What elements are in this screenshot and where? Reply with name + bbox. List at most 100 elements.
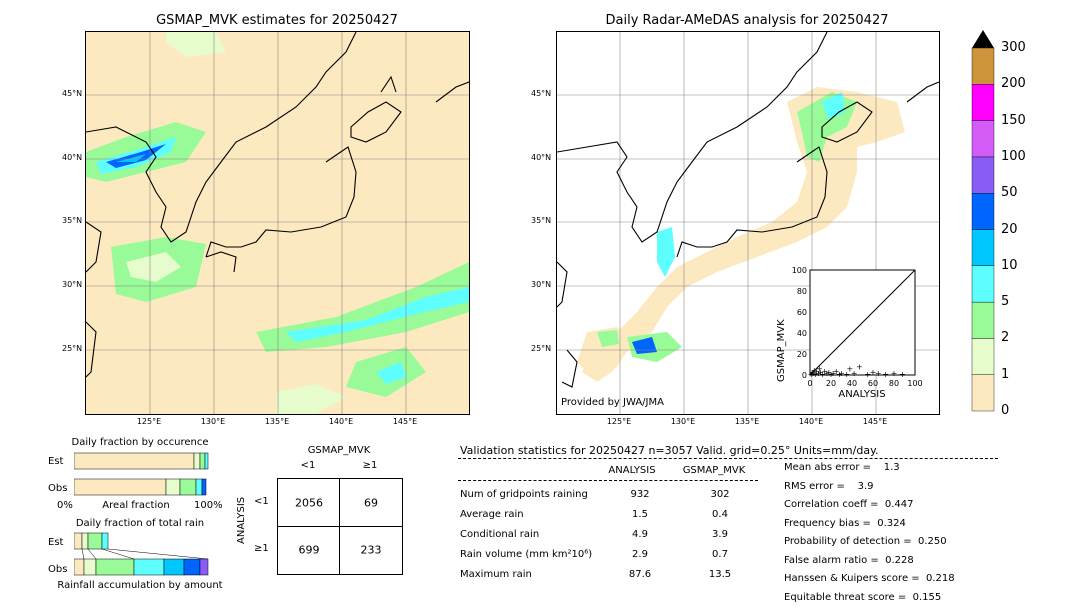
- validation-row-analysis: 1.5: [632, 509, 648, 520]
- validation-row-gsmap: 13.5: [708, 569, 732, 580]
- scatter-ytick: 20: [797, 350, 807, 359]
- scatter-point: +: [836, 370, 843, 379]
- occurrence-bars: [74, 452, 209, 496]
- scatter-point: +: [830, 369, 837, 378]
- contingency-row-ge1: ≥1: [254, 543, 269, 554]
- left-lat-45: 45°N: [62, 89, 83, 98]
- scatter-point: +: [811, 366, 818, 375]
- total-rain-bars: [74, 532, 209, 576]
- total-rain-title: Daily fraction of total rain: [75, 518, 205, 529]
- scatter-point: +: [843, 370, 850, 379]
- left-lat-30: 30°N: [62, 280, 83, 289]
- validation-row-analysis: 87.6: [628, 569, 652, 580]
- occurrence-est-label: Est: [48, 456, 64, 467]
- colorbar-extend-arrow: [972, 30, 994, 48]
- contingency-c12: 69: [364, 496, 378, 510]
- validation-row-analysis: 4.9: [632, 529, 648, 540]
- right-map-title: Daily Radar-AMeDAS analysis for 20250427: [605, 13, 889, 28]
- scatter-ytick: 60: [797, 308, 807, 317]
- contingency-col-lt1: <1: [300, 460, 316, 471]
- validation-score: Correlation coeff = 0.447: [784, 499, 914, 510]
- scatter-point: +: [812, 370, 819, 379]
- left-lon-145: 145°E: [392, 417, 418, 426]
- scatter-point: +: [821, 367, 828, 376]
- left-lon-135: 135°E: [264, 417, 290, 426]
- right-lat-45: 45°N: [531, 89, 552, 98]
- occurrence-axis-left: 0%: [57, 500, 73, 511]
- contingency-title: GSMAP_MVK: [307, 445, 371, 456]
- colorbar: [971, 30, 995, 412]
- validation-col-analysis: ANALYSIS: [608, 465, 656, 476]
- scatter-point: +: [856, 363, 863, 372]
- occurrence-title: Daily fraction by occurence: [71, 437, 209, 448]
- colorbar-segment: [971, 229, 995, 266]
- colorbar-tick-label: 200: [1001, 76, 1026, 92]
- total-rain-obs-label: Obs: [48, 564, 68, 575]
- validation-row-gsmap: 3.9: [712, 529, 728, 540]
- scatter-point: +: [875, 369, 882, 378]
- occurrence-obs-label: Obs: [48, 483, 68, 494]
- contingency-ylabel: ANALYSIS: [236, 496, 247, 544]
- validation-row-label: Num of gridpoints raining: [460, 489, 588, 500]
- scatter-point: +: [847, 365, 854, 374]
- radar-credit: Provided by JWA/JMA: [561, 397, 664, 408]
- scatter-point: +: [899, 370, 906, 379]
- right-lon-130: 130°E: [670, 417, 696, 426]
- colorbar-tick-label: 0: [1001, 403, 1010, 418]
- scatter-point: +: [816, 365, 823, 374]
- colorbar-segment: [971, 301, 995, 339]
- scatter-point: +: [833, 367, 840, 376]
- colorbar-tick-label: 150: [1001, 112, 1026, 128]
- scatter-point: +: [810, 369, 817, 378]
- colorbar-segment: [971, 338, 995, 375]
- right-lat-25: 25°N: [531, 344, 552, 353]
- right-lat-40: 40°N: [531, 153, 552, 162]
- left-map-title: GSMAP_MVK estimates for 20250427: [156, 13, 398, 28]
- right-lon-125: 125°E: [606, 417, 632, 426]
- scatter-ytick: 100: [792, 266, 807, 275]
- left-lat-40: 40°N: [62, 153, 83, 162]
- left-lon-125: 125°E: [136, 417, 162, 426]
- left-lon-140: 140°E: [328, 417, 354, 426]
- validation-row-label: Conditional rain: [460, 529, 540, 540]
- colorbar-segment: [971, 120, 995, 158]
- right-lat-35: 35°N: [531, 216, 552, 225]
- right-lon-140: 140°E: [798, 417, 824, 426]
- scatter-xtick: 80: [889, 379, 899, 388]
- validation-subdivider: [458, 480, 758, 481]
- scatter-point: +: [838, 369, 845, 378]
- contingency-c11: 2056: [295, 496, 323, 510]
- scatter-point: +: [870, 368, 877, 377]
- scatter-xlabel: ANALYSIS: [838, 389, 886, 400]
- contingency-col-ge1: ≥1: [362, 460, 378, 471]
- scatter-point: +: [891, 369, 898, 378]
- scatter-point: +: [808, 370, 815, 379]
- validation-row-label: Average rain: [460, 509, 524, 520]
- colorbar-tick-label: 1: [1001, 366, 1010, 382]
- right-lat-30: 30°N: [531, 280, 552, 289]
- validation-score: Hanssen & Kuipers score = 0.218: [784, 573, 955, 584]
- scatter-point: +: [819, 370, 826, 379]
- scatter-point: +: [815, 369, 822, 378]
- contingency-c22: 233: [360, 543, 382, 557]
- scatter-point: +: [823, 369, 830, 378]
- contingency-table: 2056 69 699 233: [277, 478, 403, 575]
- scatter-xtick: 100: [907, 379, 922, 388]
- left-lat-35: 35°N: [62, 216, 83, 225]
- colorbar-tick-label: 5: [1001, 294, 1010, 310]
- validation-score: False alarm ratio = 0.228: [784, 554, 914, 566]
- validation-row-gsmap: 0.7: [712, 549, 728, 560]
- scatter-xtick: 20: [826, 379, 836, 388]
- colorbar-segment: [971, 265, 995, 303]
- total-rain-footer: Rainfall accumulation by amount: [57, 580, 223, 591]
- contingency-c21: 699: [298, 543, 320, 557]
- scatter-xtick: 60: [868, 379, 878, 388]
- scatter-point: +: [826, 368, 833, 377]
- right-map-svg: [557, 32, 939, 414]
- scatter-ytick: 80: [797, 287, 807, 296]
- scatter-point: +: [828, 370, 835, 379]
- left-map: [85, 31, 470, 415]
- colorbar-segment: [971, 156, 995, 194]
- validation-score: Probability of detection = 0.250: [784, 536, 947, 547]
